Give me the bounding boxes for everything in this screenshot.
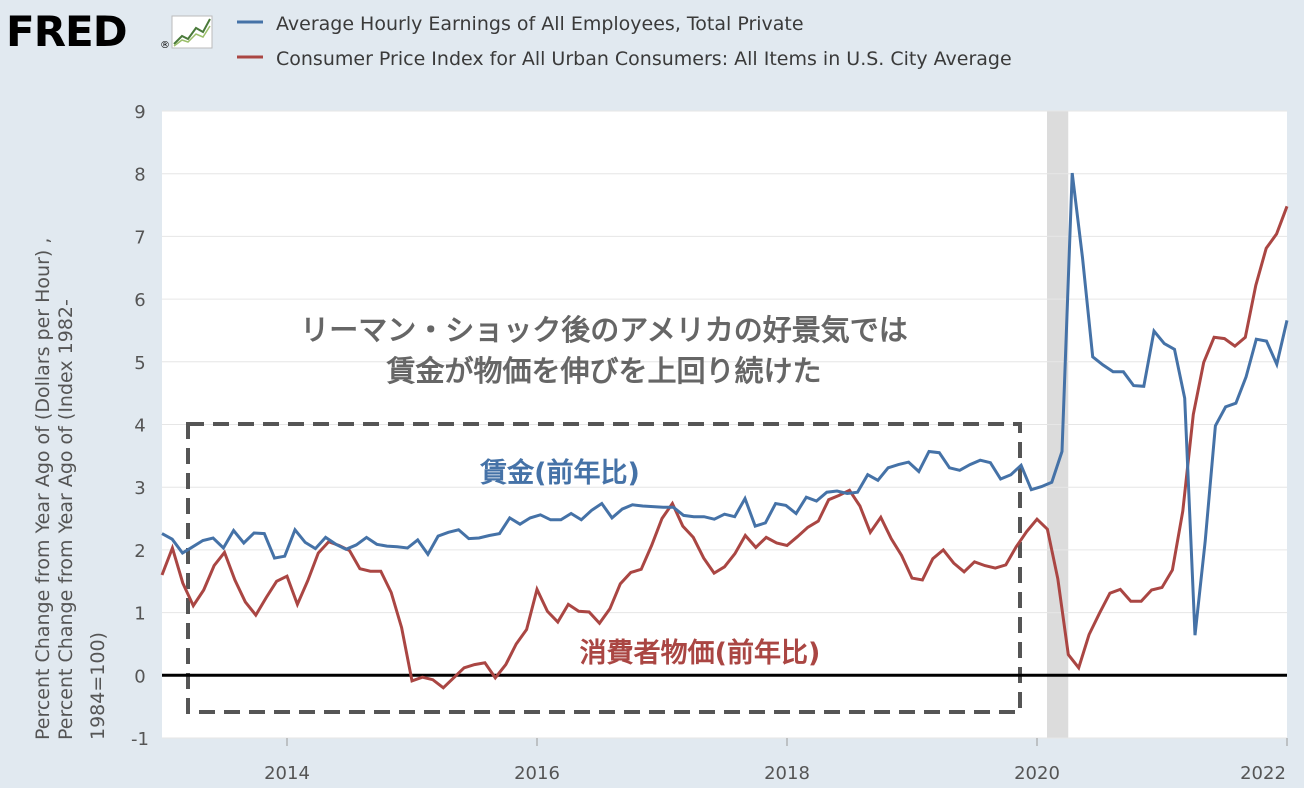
- annotation-line-2: 賃金が物価を伸びを上回り続けた: [385, 354, 821, 388]
- y-axis-label-line-2: Percent Change from Year Ago of (Index 1…: [55, 299, 77, 740]
- annotation-line-1: リーマン・ショック後のアメリカの好景気では: [300, 313, 908, 347]
- y-tick-label: 7: [134, 227, 145, 248]
- y-tick-label: 9: [134, 102, 145, 123]
- x-tick-label: 2014: [264, 763, 310, 784]
- legend-label-cpi: Consumer Price Index for All Urban Consu…: [276, 48, 1012, 70]
- y-tick-label: 6: [134, 290, 145, 311]
- series-line-cpi: [160, 205, 1289, 690]
- y-axis-label-line-3: 1984=100): [87, 632, 109, 740]
- series-line-wages: [161, 172, 1289, 636]
- series-label-cpi: 消費者物価(前年比): [580, 637, 821, 669]
- registered-mark: ®: [160, 40, 170, 51]
- fred-wordmark: FRED: [6, 7, 127, 56]
- y-tick-label: 0: [134, 666, 145, 687]
- y-tick-label: 4: [134, 416, 145, 437]
- x-tick-label: 2016: [514, 763, 560, 784]
- x-tick-label: 2018: [764, 763, 810, 784]
- y-tick-label: 1: [134, 604, 145, 625]
- fred-logo: FRED ®: [6, 4, 216, 56]
- y-tick-label: 5: [134, 353, 145, 374]
- y-tick-label: 3: [134, 478, 145, 499]
- y-tick-label: 8: [134, 165, 145, 186]
- y-axis-label-line-1: Percent Change from Year Ago of (Dollars…: [32, 238, 54, 740]
- legend: Average Hourly Earnings of All Employees…: [237, 13, 1012, 70]
- x-tick-label: 2020: [1014, 763, 1060, 784]
- chart-thumbnail-icon: [171, 15, 213, 49]
- highlight-dashed-box: [186, 422, 1022, 714]
- y-axis-label: Percent Change from Year Ago of (Dollars…: [32, 238, 109, 740]
- y-axis-ticks: 9 8 7 6 5 4 3 2 1 0 -1: [131, 102, 149, 750]
- x-axis-ticks: 2014 2016 2018 2020 2022: [264, 738, 1288, 784]
- y-tick-label: 2: [134, 541, 145, 562]
- y-tick-label: -1: [131, 729, 149, 750]
- x-tick-label: 2022: [1240, 763, 1286, 784]
- legend-label-wages: Average Hourly Earnings of All Employees…: [276, 13, 804, 35]
- series-label-wages: 賃金(前年比): [479, 457, 640, 489]
